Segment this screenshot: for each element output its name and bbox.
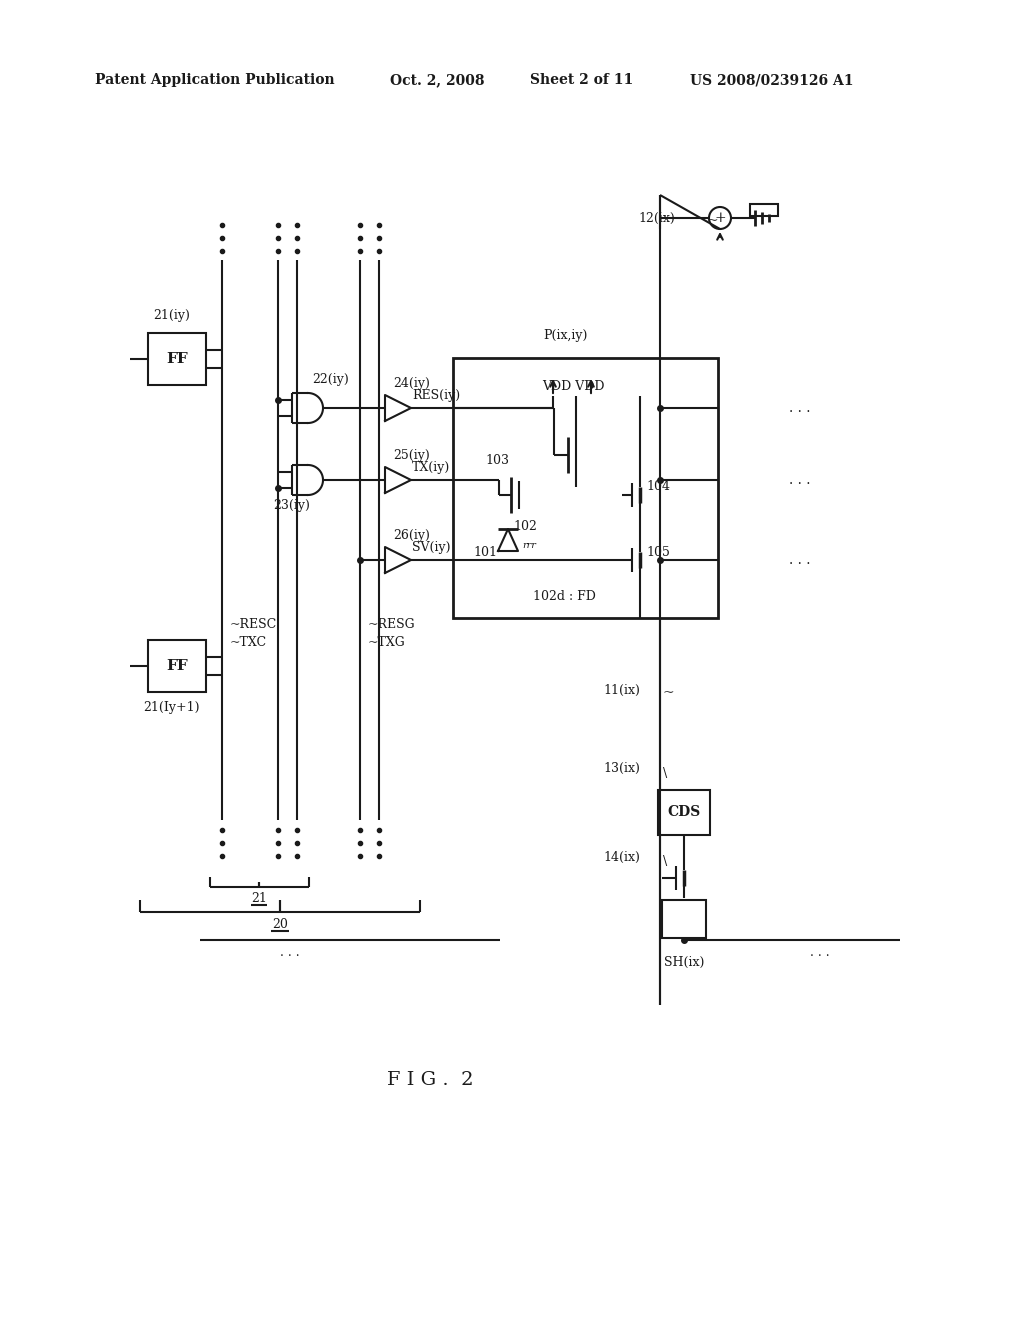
- Text: ~RESG: ~RESG: [368, 618, 416, 631]
- Text: RES(iy): RES(iy): [412, 388, 460, 401]
- Text: 25(iy): 25(iy): [393, 449, 430, 462]
- Text: 101: 101: [473, 545, 497, 558]
- Text: 13(ix): 13(ix): [603, 762, 640, 775]
- Text: . . .: . . .: [790, 473, 811, 487]
- Text: 12(ix): 12(ix): [638, 211, 675, 224]
- Text: TX(iy): TX(iy): [412, 461, 451, 474]
- Text: 21: 21: [251, 892, 267, 906]
- Polygon shape: [498, 529, 518, 550]
- Bar: [662, 900, 706, 939]
- Text: ~TXC: ~TXC: [230, 635, 267, 648]
- Text: P(ix,iy): P(ix,iy): [543, 330, 588, 342]
- Text: 104: 104: [646, 480, 670, 494]
- Text: . . .: . . .: [790, 553, 811, 568]
- Text: 14(ix): 14(ix): [603, 850, 640, 863]
- Text: 23(iy): 23(iy): [273, 499, 310, 512]
- Text: +: +: [714, 211, 726, 224]
- Text: 11(ix): 11(ix): [603, 684, 640, 697]
- Text: ~: ~: [663, 686, 675, 700]
- Bar: [148, 333, 206, 385]
- Text: F I G .  2: F I G . 2: [387, 1071, 473, 1089]
- Text: . . .: . . .: [790, 401, 811, 414]
- Bar: [658, 789, 710, 836]
- Text: 26(iy): 26(iy): [393, 528, 430, 541]
- Text: 24(iy): 24(iy): [393, 376, 430, 389]
- Text: CDS: CDS: [668, 805, 700, 818]
- Text: 22(iy): 22(iy): [312, 374, 349, 387]
- Text: US 2008/0239126 A1: US 2008/0239126 A1: [690, 73, 853, 87]
- Bar: [148, 640, 206, 692]
- Text: . . .: . . .: [810, 945, 829, 958]
- Bar: [750, 205, 778, 216]
- Text: Oct. 2, 2008: Oct. 2, 2008: [390, 73, 484, 87]
- Text: Sheet 2 of 11: Sheet 2 of 11: [530, 73, 633, 87]
- Text: ~: ~: [707, 214, 719, 228]
- Text: 102d : FD: 102d : FD: [534, 590, 596, 602]
- Text: 105: 105: [646, 545, 670, 558]
- Text: 21(Iy+1): 21(Iy+1): [143, 701, 200, 714]
- Text: 20: 20: [272, 917, 288, 931]
- Text: 21(iy): 21(iy): [153, 309, 189, 322]
- Text: 102: 102: [513, 520, 537, 532]
- Text: Patent Application Publication: Patent Application Publication: [95, 73, 335, 87]
- Text: 103: 103: [485, 454, 509, 466]
- Bar: [453, 358, 718, 618]
- Text: \: \: [663, 854, 668, 867]
- Text: SV(iy): SV(iy): [412, 540, 451, 553]
- Text: VDD VDD: VDD VDD: [542, 380, 604, 392]
- Text: . . .: . . .: [281, 945, 300, 958]
- Text: ~RESC: ~RESC: [230, 618, 278, 631]
- Text: SH(ix): SH(ix): [664, 956, 705, 969]
- Text: FF: FF: [166, 659, 187, 673]
- Text: rrr: rrr: [522, 541, 536, 550]
- Text: ~TXG: ~TXG: [368, 635, 406, 648]
- Text: FF: FF: [166, 352, 187, 366]
- Text: \: \: [663, 767, 668, 780]
